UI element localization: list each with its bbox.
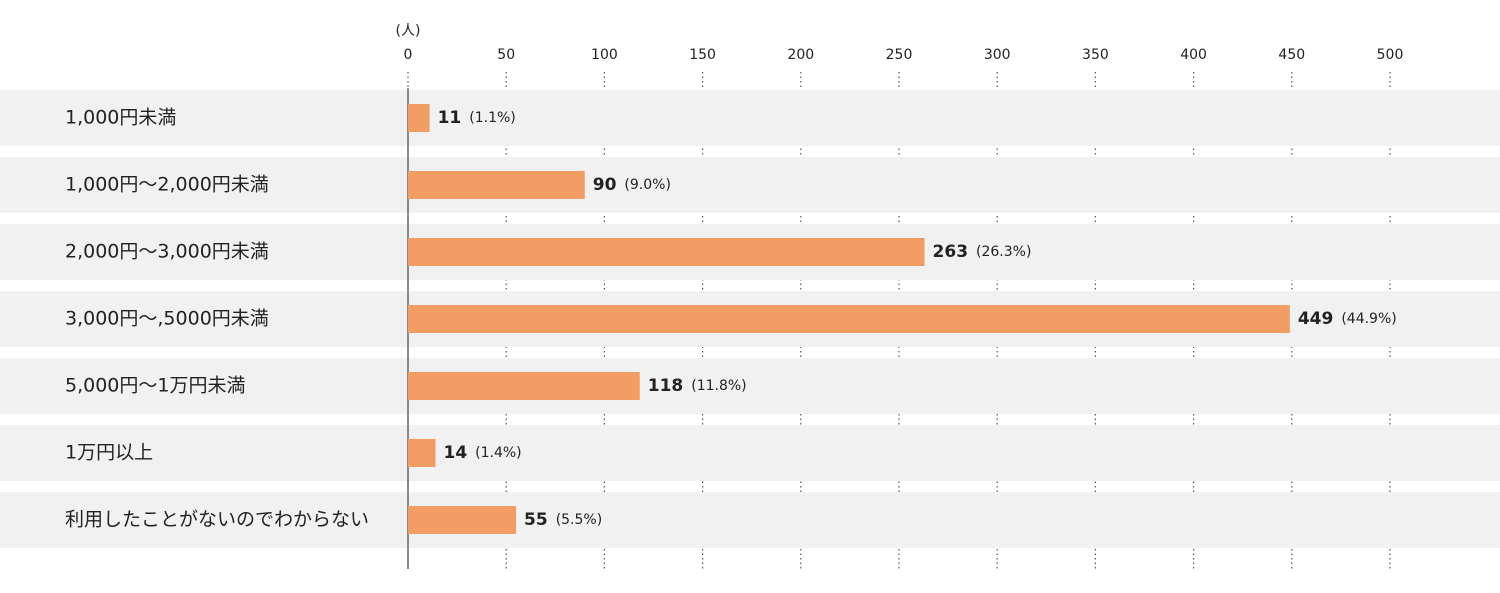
x-tick-label: 0 <box>404 47 413 63</box>
value-label: 263 <box>933 242 969 262</box>
x-tick-label: 350 <box>1082 47 1109 63</box>
row-band <box>0 90 1500 146</box>
category-label: 2,000円〜3,000円未満 <box>65 241 269 263</box>
bar <box>408 171 585 199</box>
bar <box>408 372 640 400</box>
bar <box>408 439 436 467</box>
row-band <box>0 157 1500 213</box>
x-tick-label: 50 <box>497 47 515 63</box>
category-label: 利用したことがないのでわからない <box>65 509 369 531</box>
x-tick-label: 100 <box>591 47 618 63</box>
value-label: 90 <box>593 175 617 195</box>
value-label: 118 <box>648 376 684 396</box>
category-label: 1万円以上 <box>65 442 153 464</box>
share-label: (5.5%) <box>556 512 603 528</box>
share-label: (1.1%) <box>469 110 516 126</box>
x-tick-label: 250 <box>886 47 913 63</box>
category-label: 1,000円未満 <box>65 107 176 129</box>
row-band <box>0 492 1500 548</box>
share-label: (9.0%) <box>624 177 671 193</box>
unit-label: (人) <box>396 23 421 39</box>
bar <box>408 238 925 266</box>
x-tick-label: 500 <box>1377 47 1404 63</box>
row-band <box>0 425 1500 481</box>
bar <box>408 506 517 534</box>
x-tick-label: 400 <box>1180 47 1207 63</box>
category-label: 3,000円〜,5000円未満 <box>65 308 269 330</box>
category-label: 1,000円〜2,000円未満 <box>65 174 269 196</box>
row-band <box>0 358 1500 414</box>
x-tick-label: 150 <box>689 47 716 63</box>
bar <box>408 305 1290 333</box>
x-tick-label: 450 <box>1278 47 1305 63</box>
x-tick-label: 300 <box>984 47 1011 63</box>
share-label: (11.8%) <box>691 378 746 394</box>
value-label: 449 <box>1298 309 1334 329</box>
bar <box>408 104 430 132</box>
share-label: (26.3%) <box>976 244 1031 260</box>
share-label: (1.4%) <box>475 445 521 461</box>
value-label: 11 <box>438 108 462 128</box>
value-label: 55 <box>524 510 548 530</box>
category-label: 5,000円〜1万円未満 <box>65 375 245 397</box>
x-tick-label: 200 <box>787 47 814 63</box>
value-label: 14 <box>443 443 467 463</box>
share-label: (44.9%) <box>1341 311 1396 327</box>
